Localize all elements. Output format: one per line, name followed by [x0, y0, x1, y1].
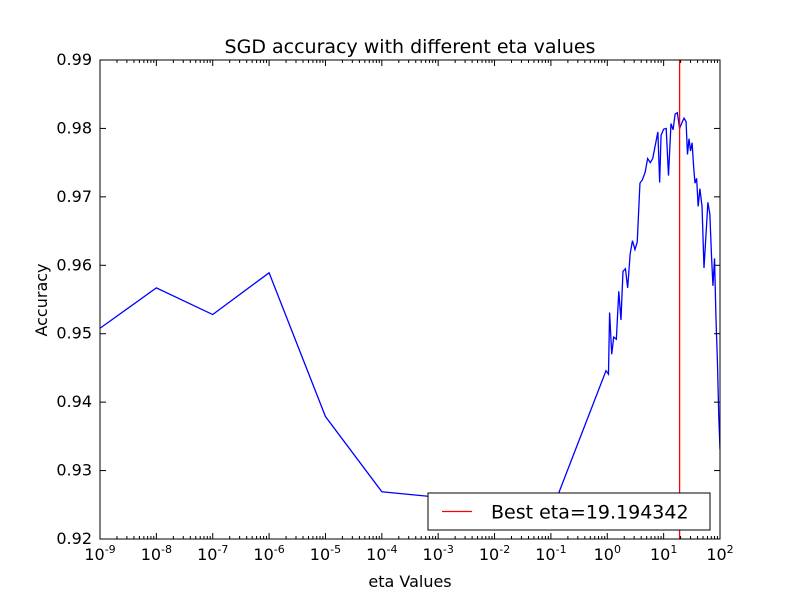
x-tick-label: 10-2: [479, 543, 510, 564]
x-tick-label: 100: [594, 543, 621, 564]
x-tick-label: 10-8: [141, 543, 172, 564]
legend-label: Best eta=19.194342: [491, 502, 689, 524]
chart-title: SGD accuracy with different eta values: [225, 36, 596, 58]
series-line-0: [100, 111, 720, 500]
y-tick-label: 0.98: [56, 118, 92, 137]
x-tick-label: 10-3: [423, 543, 454, 564]
plot-area: 0.92 0.93 0.94 0.95 0.96 0.97 0.98 0.99 10-9 10-8…: [56, 50, 733, 564]
y-axis-label: Accuracy: [32, 263, 51, 336]
y-tick-label: 0.93: [56, 461, 92, 480]
legend-box: [427, 492, 711, 531]
x-tick-label: 10-7: [197, 543, 228, 564]
y-tick-label: 0.94: [56, 392, 92, 411]
y-tick-label: 0.96: [56, 255, 92, 274]
y-tick-label: 0.95: [56, 324, 92, 343]
x-axis-label: eta Values: [368, 572, 451, 591]
y-tick-label: 0.99: [56, 50, 92, 69]
y-tick-label: 0.97: [56, 187, 92, 206]
x-tick-label: 101: [650, 543, 677, 564]
x-tick-label: 10-5: [310, 543, 341, 564]
x-tick-label: 10-6: [253, 543, 284, 564]
x-tick-label: 102: [706, 543, 733, 564]
y-tick-label: 0.92: [56, 529, 92, 548]
x-tick-label: 10-9: [84, 543, 115, 564]
x-tick-label: 10-1: [535, 543, 566, 564]
plot-frame: [99, 59, 721, 540]
x-tick-label: 10-4: [366, 543, 397, 564]
